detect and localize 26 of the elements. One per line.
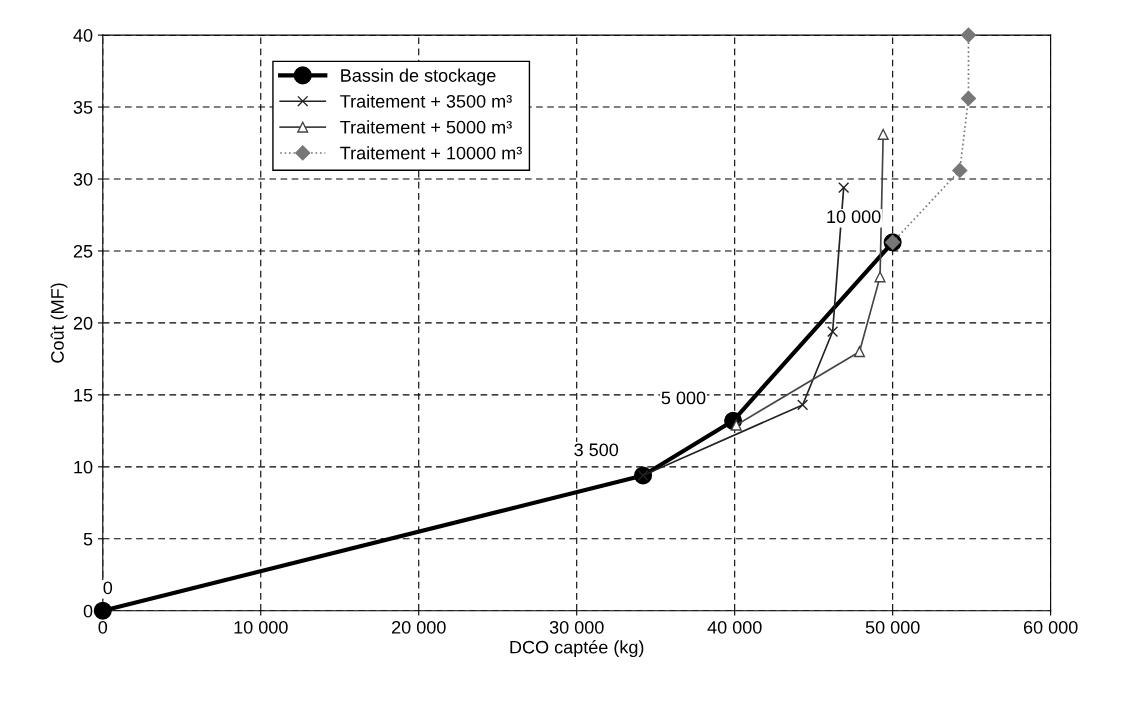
x-tick-label: 50 000 [865,620,920,634]
y-tick-label: 40 [73,29,93,42]
y-tick-label: 30 [73,172,93,186]
legend-label: Bassin de stockage [341,68,496,86]
annotation: 10 000 [827,210,881,224]
y-tick-label: 25 [73,244,93,258]
annotation: 0 [103,581,113,595]
annotation: 3 500 [574,443,619,457]
y-axis-title: Coût (MF) [50,283,68,363]
x-tick-label: 10 000 [234,620,288,634]
legend-label: Traitement + 5000 m³ [340,120,512,134]
y-tick-label: 0 [83,604,93,618]
y-tick-label: 10 [74,460,93,474]
annotation: 5 000 [661,391,706,405]
legend-label: Traitement + 3500 m³ [340,94,512,108]
x-tick-label: 20 000 [392,620,446,634]
y-tick-label: 5 [83,532,93,546]
x-tick-label: 0 [98,620,108,634]
x-tick-label: 30 000 [549,620,604,634]
x-tick-label: 60 000 [1023,620,1078,634]
legend-label: Traitement + 10000 m³ [340,146,522,160]
x-axis-title: DCO captée (kg) [510,640,644,658]
y-tick-label: 15 [74,389,93,402]
y-tick-label: 35 [73,100,93,114]
y-tick-label: 20 [73,316,93,330]
x-tick-label: 40 000 [707,620,762,634]
